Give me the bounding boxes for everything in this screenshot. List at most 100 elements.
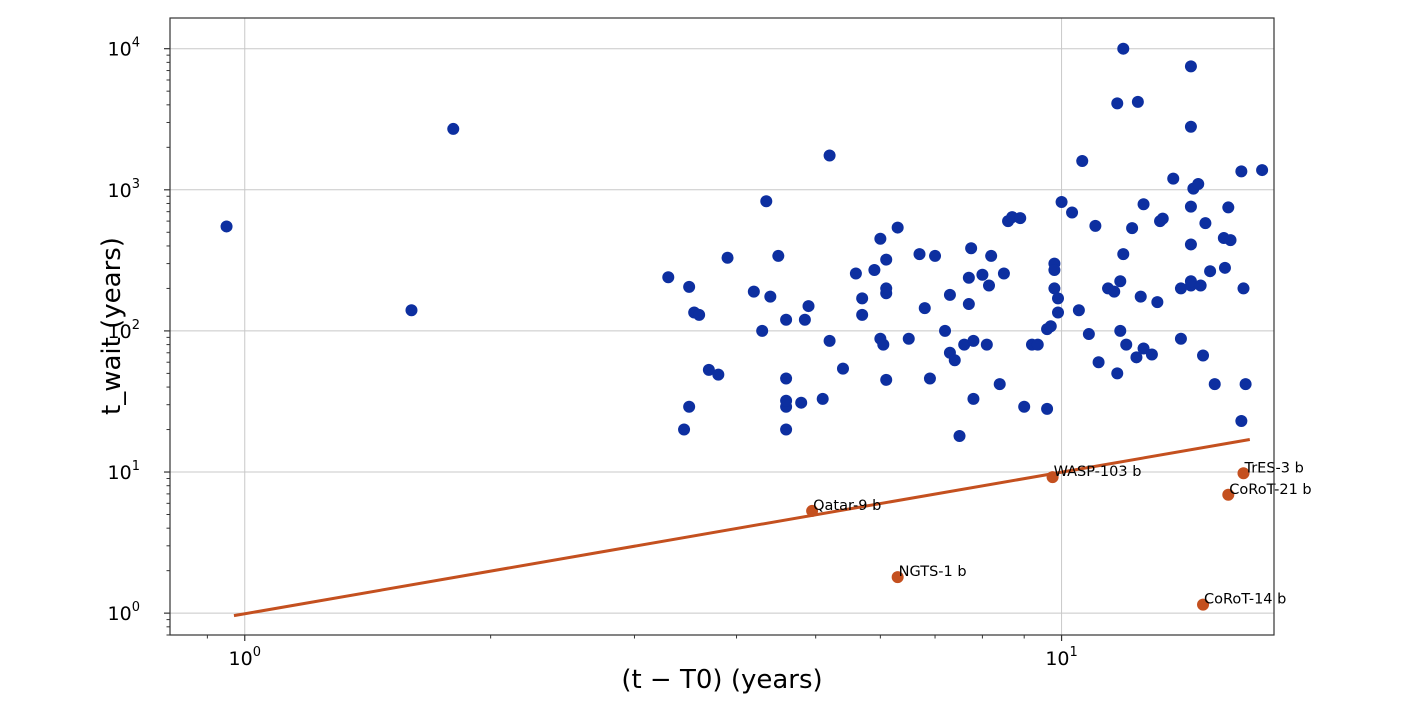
data-point xyxy=(1134,290,1147,303)
data-point xyxy=(967,334,980,347)
data-point xyxy=(967,392,980,405)
data-point xyxy=(1184,60,1197,73)
data-point xyxy=(780,372,793,385)
data-point xyxy=(1114,324,1127,337)
data-point xyxy=(220,220,233,233)
data-point xyxy=(780,313,793,326)
x-axis-title: (t − T0) (years) xyxy=(621,665,822,695)
data-point xyxy=(1117,248,1130,261)
data-point xyxy=(1092,356,1105,369)
data-point xyxy=(1041,402,1054,415)
data-point xyxy=(948,354,961,367)
data-point xyxy=(1072,304,1085,317)
y-tick-label: 101 xyxy=(108,459,140,484)
data-point xyxy=(1145,348,1158,361)
data-point xyxy=(902,332,915,345)
data-point xyxy=(405,304,418,317)
data-point xyxy=(1044,320,1057,333)
data-point xyxy=(1048,264,1061,277)
data-point xyxy=(1131,95,1144,108)
data-point xyxy=(1224,234,1237,247)
data-point xyxy=(1137,342,1150,355)
x-tick-label: 100 xyxy=(229,645,261,670)
data-point xyxy=(1156,212,1169,225)
data-point xyxy=(874,232,887,245)
data-point xyxy=(980,338,993,351)
y-axis-title: t_wait (years) xyxy=(97,237,127,415)
data-point xyxy=(1192,177,1205,190)
data-point xyxy=(816,392,829,405)
data-point xyxy=(1218,261,1231,274)
data-point xyxy=(983,279,996,292)
data-point xyxy=(1082,328,1095,341)
data-point xyxy=(923,372,936,385)
data-point xyxy=(943,288,956,301)
highlighted-planet-point xyxy=(1237,467,1250,480)
data-point xyxy=(1235,414,1248,427)
fit-line-layer xyxy=(233,438,1251,618)
data-point xyxy=(953,430,966,443)
data-point xyxy=(965,242,978,255)
data-point xyxy=(662,271,675,284)
data-point xyxy=(1184,275,1197,288)
data-point xyxy=(1222,201,1235,214)
data-point xyxy=(678,423,691,436)
data-point xyxy=(1194,279,1207,292)
data-point xyxy=(962,298,975,311)
data-point xyxy=(929,249,942,262)
data-point xyxy=(802,300,815,313)
data-point xyxy=(756,324,769,337)
data-point xyxy=(918,302,931,315)
highlighted-planet-point xyxy=(806,504,819,517)
data-point xyxy=(1048,282,1061,295)
data-point xyxy=(823,149,836,162)
grid-lines xyxy=(170,18,1274,635)
data-point xyxy=(712,368,725,381)
data-point xyxy=(856,292,869,305)
data-point xyxy=(1089,219,1102,232)
data-point xyxy=(780,423,793,436)
y-tick-label: 100 xyxy=(108,600,140,625)
data-point xyxy=(1184,200,1197,213)
planet-label: WASP-103 b xyxy=(1054,464,1142,480)
y-tick-label: 103 xyxy=(108,177,140,202)
data-point xyxy=(764,290,777,303)
data-point xyxy=(693,308,706,321)
data-point xyxy=(891,221,904,234)
data-point xyxy=(1184,120,1197,133)
data-point xyxy=(1208,378,1221,391)
data-point xyxy=(447,122,460,135)
data-point xyxy=(760,195,773,208)
data-point xyxy=(836,362,849,375)
data-point xyxy=(1126,222,1139,235)
planet-label: NGTS-1 b xyxy=(899,564,967,580)
y-tick-label: 104 xyxy=(108,36,140,61)
data-point xyxy=(1239,378,1252,391)
data-point xyxy=(1052,306,1065,319)
data-point xyxy=(880,373,893,386)
data-point xyxy=(1204,265,1217,278)
x-tick-label: 101 xyxy=(1045,645,1077,670)
data-point xyxy=(772,249,785,262)
data-point xyxy=(1014,212,1027,225)
data-point xyxy=(798,313,811,326)
data-point xyxy=(721,251,734,264)
data-point xyxy=(780,394,793,407)
data-point xyxy=(1174,282,1187,295)
data-point xyxy=(1120,338,1133,351)
data-point xyxy=(747,285,760,298)
data-point xyxy=(1151,296,1164,309)
data-point xyxy=(1055,195,1068,208)
data-point xyxy=(1235,165,1248,178)
fit-line xyxy=(233,438,1251,618)
plot-frame xyxy=(169,17,1275,636)
planet-label: Qatar-9 b xyxy=(813,498,881,514)
data-point xyxy=(856,308,869,321)
data-point xyxy=(880,282,893,295)
data-point xyxy=(683,400,696,413)
data-point xyxy=(1018,400,1031,413)
data-point xyxy=(683,280,696,293)
data-point xyxy=(976,268,989,281)
